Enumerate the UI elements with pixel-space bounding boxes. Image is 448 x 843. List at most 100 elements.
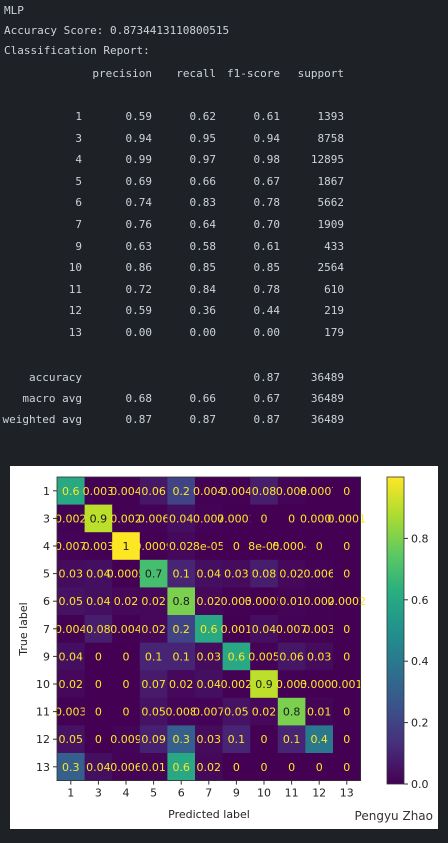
report-summary-label: weighted avg bbox=[2, 413, 82, 426]
matrix-cell bbox=[84, 697, 113, 726]
report-precision: 0.72 bbox=[125, 282, 153, 296]
report-f1-score: 0.61 bbox=[253, 239, 281, 253]
matrix-cell bbox=[112, 477, 141, 505]
report-support: 36489 bbox=[310, 371, 344, 384]
cell-value-label: 0 bbox=[123, 706, 130, 719]
matrix-cell bbox=[333, 477, 361, 505]
cell-value-label: 0.02 bbox=[169, 678, 194, 691]
matrix-cell bbox=[84, 725, 113, 754]
matrix-cell bbox=[333, 642, 361, 671]
matrix-cell bbox=[305, 587, 334, 616]
cell-value-label: 0 bbox=[343, 761, 350, 774]
matrix-cell bbox=[277, 532, 306, 561]
cell-value-label: 0.007 bbox=[193, 706, 225, 719]
x-tick-label: 13 bbox=[340, 787, 354, 800]
cell-value-label: 0.08 bbox=[86, 623, 111, 636]
report-f1-score: 0.61 bbox=[253, 110, 281, 123]
cell-value-label: 0.02 bbox=[59, 678, 84, 691]
y-tick-label: 13 bbox=[36, 761, 50, 774]
cell-value-label: 0.6 bbox=[62, 485, 80, 498]
matrix-cell bbox=[333, 504, 361, 533]
report-recall: 0.84 bbox=[189, 282, 217, 296]
matrix-cell bbox=[167, 642, 196, 671]
cell-value-label: 0.01 bbox=[141, 761, 166, 774]
cell-value-label: 8e-05 bbox=[248, 540, 280, 553]
report-recall: 0.66 bbox=[189, 174, 217, 188]
matrix-cell bbox=[277, 615, 306, 643]
report-f1-score: 0.78 bbox=[253, 282, 281, 296]
cell-value-label: 0.003 bbox=[55, 706, 87, 719]
cell-value-label: 0.09 bbox=[141, 733, 166, 746]
report-summary-label: accuracy bbox=[29, 371, 82, 384]
matrix-cell bbox=[167, 559, 196, 588]
report-header-precision: precision bbox=[92, 67, 152, 80]
report-precision: 0.00 bbox=[125, 326, 153, 339]
matrix-cell bbox=[250, 642, 279, 671]
cell-value-label: 0.1 bbox=[172, 650, 190, 663]
cell-value-label: 0.6 bbox=[200, 623, 218, 636]
cell-value-label: 0.0009 bbox=[134, 540, 173, 553]
matrix-cell bbox=[195, 559, 223, 588]
report-f1-score: 0.85 bbox=[253, 261, 281, 275]
cell-value-label: 0.1 bbox=[228, 733, 246, 746]
cell-value-label: 8e-05 bbox=[193, 540, 225, 553]
matrix-cell bbox=[167, 532, 196, 561]
matrix-cell bbox=[139, 532, 168, 561]
matrix-cell bbox=[84, 587, 113, 616]
matrix-cell bbox=[167, 670, 196, 699]
report-recall: 0.66 bbox=[189, 392, 217, 405]
report-class-label: 1 bbox=[75, 110, 82, 123]
matrix-cell bbox=[57, 642, 85, 671]
matrix-cell bbox=[305, 642, 334, 671]
model-name: MLP bbox=[4, 4, 24, 17]
matrix-cell bbox=[195, 504, 223, 533]
report-recall: 0.83 bbox=[189, 196, 217, 210]
report-f1-score: 0.78 bbox=[253, 196, 281, 210]
cell-value-label: 0 bbox=[123, 650, 130, 663]
cell-value-label: 0.3 bbox=[62, 761, 80, 774]
report-f1-score: 0.70 bbox=[253, 218, 281, 231]
report-header-f1: f1-score bbox=[227, 67, 280, 80]
cell-value-label: 0.004 bbox=[55, 623, 87, 636]
matrix-cell bbox=[222, 670, 251, 699]
cell-value-label: 0.04 bbox=[86, 595, 111, 608]
matrix-cell bbox=[167, 753, 196, 781]
cell-value-label: 0.05 bbox=[59, 733, 84, 746]
report-precision: 0.68 bbox=[125, 392, 153, 405]
report-support: 610 bbox=[324, 282, 344, 296]
cell-value-label: 0.6 bbox=[228, 650, 246, 663]
matrix-cell bbox=[277, 670, 306, 699]
report-recall: 0.97 bbox=[189, 153, 217, 167]
matrix-cell bbox=[305, 532, 334, 561]
report-f1-score: 0.87 bbox=[253, 413, 281, 426]
matrix-cell bbox=[277, 725, 306, 754]
matrix-cell bbox=[277, 697, 306, 726]
matrix-cell bbox=[139, 725, 168, 754]
cell-value-label: 0.004 bbox=[110, 623, 142, 636]
cell-value-label: 0.0008 bbox=[300, 678, 339, 691]
cell-value-label: 0 bbox=[288, 512, 295, 525]
report-class-label: 11 bbox=[68, 282, 82, 296]
cell-value-label: 0.04 bbox=[86, 568, 111, 581]
matrix-cell bbox=[139, 504, 168, 533]
matrix-cell bbox=[195, 725, 223, 754]
matrix-cell bbox=[57, 559, 85, 588]
matrix-cell bbox=[84, 670, 113, 699]
cell-value-label: 0.0007 bbox=[300, 485, 339, 498]
matrix-cell bbox=[84, 504, 113, 533]
report-precision: 0.59 bbox=[125, 304, 153, 318]
y-tick-label: 4 bbox=[43, 540, 50, 553]
confusion-matrix-figure: 0.6 0.003 0.004 0.06 0.2 0.004 0.004 0.08 0.008 0… bbox=[10, 466, 438, 829]
cell-value-label: 0 bbox=[123, 678, 130, 691]
colorbar-tick-label: 0.8 bbox=[411, 532, 429, 545]
report-precision: 0.69 bbox=[125, 174, 153, 188]
x-tick-label: 9 bbox=[233, 787, 240, 800]
report-recall: 0.62 bbox=[189, 110, 217, 123]
cell-value-label: 0 bbox=[343, 650, 350, 663]
matrix-cell bbox=[222, 504, 251, 533]
report-header-support: support bbox=[297, 67, 344, 80]
matrix-cell bbox=[222, 532, 251, 561]
matrix-cell bbox=[305, 559, 334, 588]
cell-value-label: 0.0001 bbox=[217, 512, 256, 525]
matrix-cell bbox=[112, 615, 141, 643]
